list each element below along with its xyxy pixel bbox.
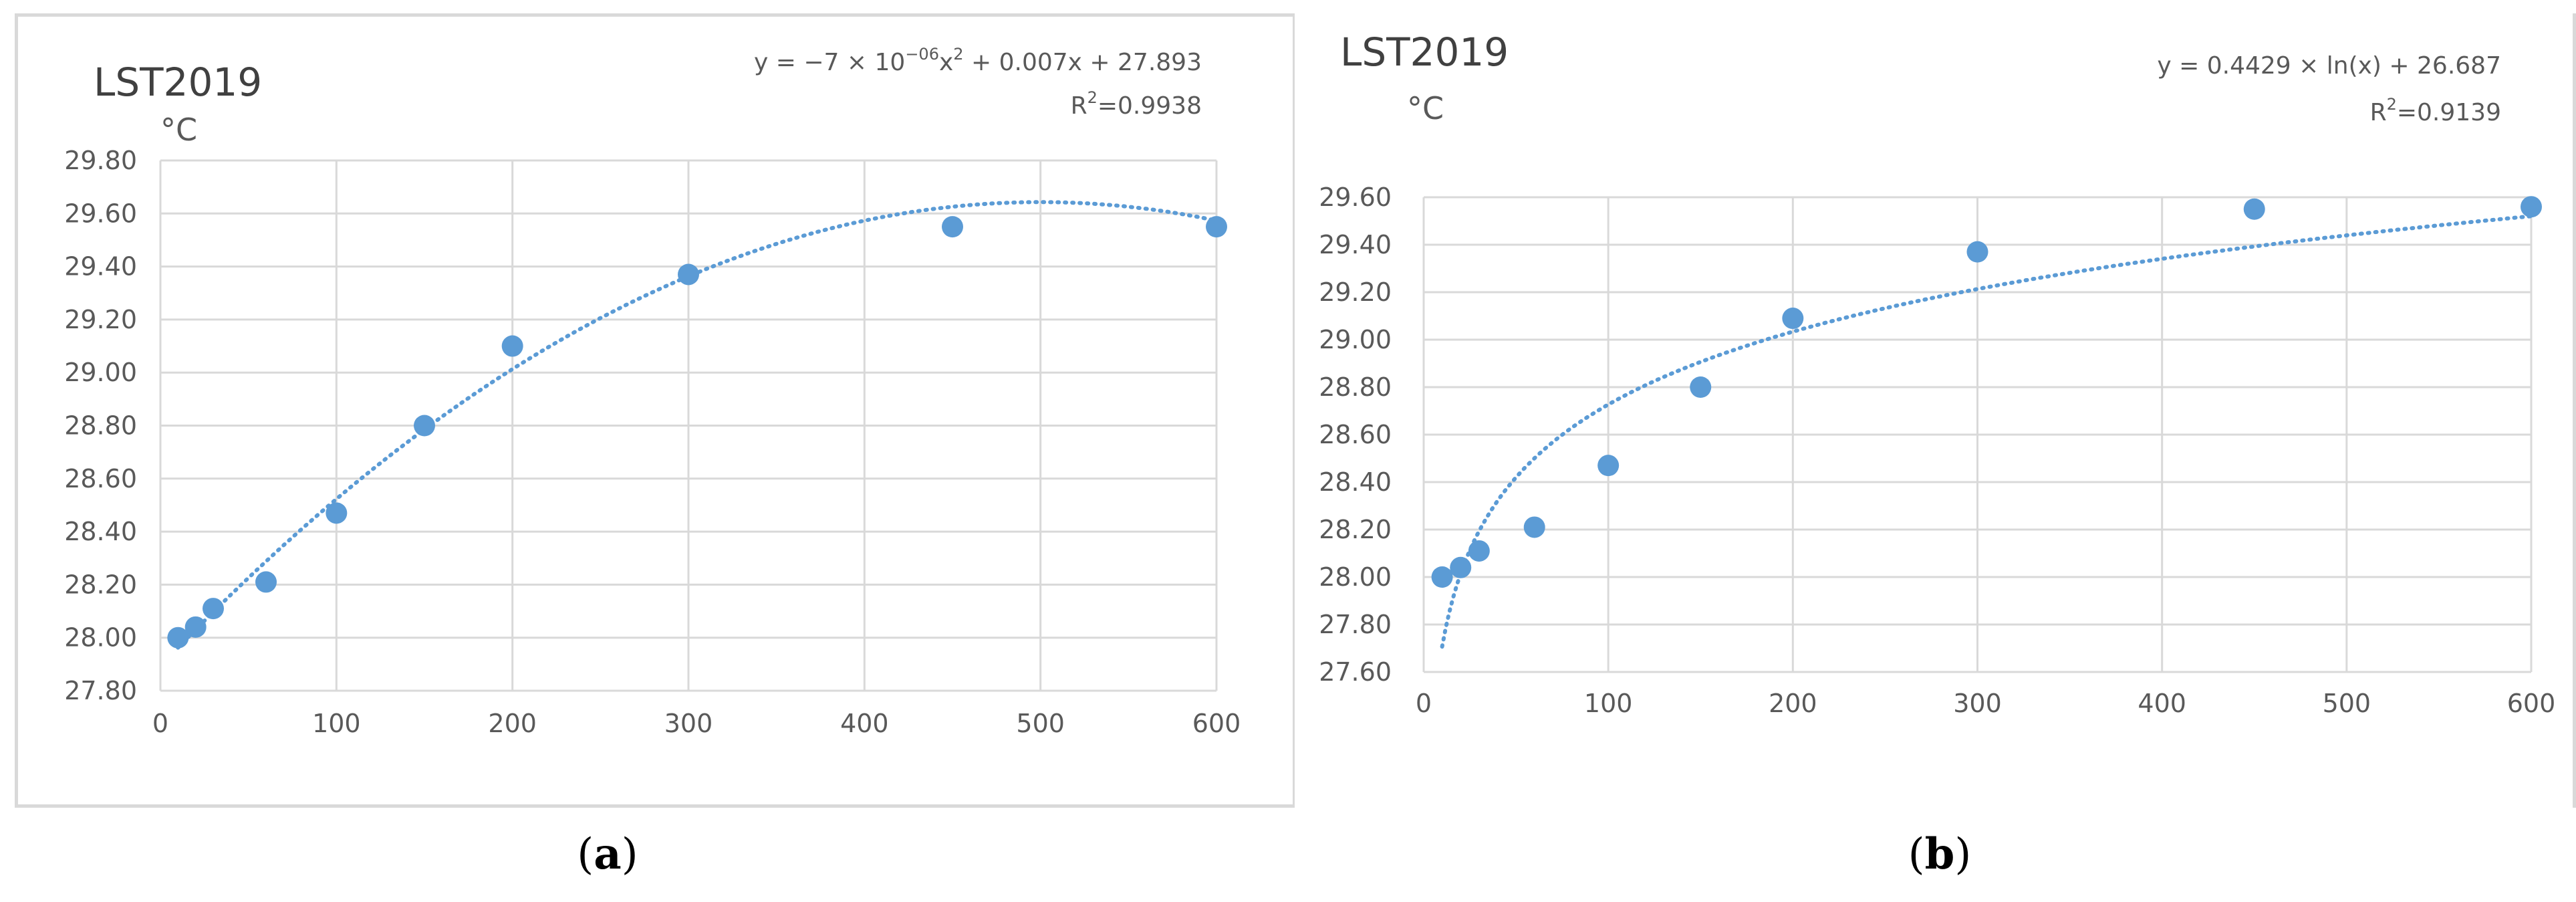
y-tick-label: 29.00 <box>64 358 137 387</box>
chart-panel-a <box>15 13 1296 808</box>
data-point <box>1523 516 1545 538</box>
data-point <box>167 627 189 649</box>
equation-part: y = −7 × 10 <box>754 49 905 76</box>
y-tick-label: 27.80 <box>1319 610 1392 639</box>
y-tick-label: 28.40 <box>64 517 137 546</box>
x-tick-label: 600 <box>2507 689 2556 718</box>
x-tick-label: 600 <box>1192 709 1241 738</box>
data-point <box>1690 376 1712 398</box>
y-tick-label: 28.00 <box>64 623 137 653</box>
data-point <box>1597 455 1620 477</box>
x-tick-label: 200 <box>488 709 537 738</box>
y-tick-label: 28.00 <box>1319 562 1392 592</box>
y-tick-label: 28.80 <box>1319 372 1392 402</box>
r-squared-value: =0.9938 <box>1098 92 1202 120</box>
y-tick-label: 27.80 <box>64 676 137 705</box>
r-squared: R2=0.9938 <box>1071 88 1202 120</box>
trendline <box>1440 214 2533 649</box>
data-point <box>1450 556 1472 578</box>
y-axis-unit: °C <box>1407 90 1444 126</box>
chart-title: LST2019 <box>94 60 262 105</box>
equation-part: y = 0.4429 × ln(x) + 26.687 <box>2157 52 2501 80</box>
y-tick-label: 28.60 <box>1319 420 1392 449</box>
data-point <box>1431 566 1453 588</box>
y-axis-unit: °C <box>160 112 197 148</box>
data-point <box>942 216 963 238</box>
data-point <box>203 598 224 620</box>
r-squared-value: =0.9139 <box>2397 99 2501 126</box>
data-point <box>326 502 348 524</box>
y-tick-label: 29.00 <box>1319 325 1392 354</box>
x-tick-label: 200 <box>1769 689 1817 718</box>
r-squared-exponent: 2 <box>1087 88 1098 107</box>
x-tick-label: 100 <box>1584 689 1633 718</box>
x-tick-label: 500 <box>2323 689 2371 718</box>
data-point <box>2521 196 2542 218</box>
x-tick-label: 400 <box>840 709 889 738</box>
chart-a-svg: LST2019 °C 27.80 28.00 28.20 28.40 28.60 28.80 2… <box>64 45 1241 738</box>
caption-b: (b) <box>1908 829 1972 879</box>
r-squared-label: R <box>2370 99 2387 126</box>
y-tick-label: 29.80 <box>64 146 137 175</box>
caption-a-letter: a <box>594 829 622 879</box>
x-tick-label: 0 <box>1416 689 1432 718</box>
data-point <box>1468 540 1490 562</box>
y-tick-label: 27.60 <box>1319 657 1392 687</box>
data-point <box>1782 308 1804 330</box>
chart-title: LST2019 <box>1340 29 1509 75</box>
data-point <box>501 335 523 357</box>
y-tick-label: 28.20 <box>1319 515 1392 544</box>
y-tick-label: 29.40 <box>64 252 137 281</box>
y-tick-label: 29.20 <box>1319 277 1392 307</box>
caption-b-letter: b <box>1924 829 1955 879</box>
y-tick-label: 29.60 <box>1319 183 1392 212</box>
y-tick-label: 28.20 <box>64 570 137 599</box>
data-point <box>1966 241 1988 263</box>
data-point <box>2243 198 2265 220</box>
x-tick-label: 100 <box>312 709 361 738</box>
equation-part: + 0.007x + 27.893 <box>964 49 1202 76</box>
data-point <box>184 616 207 638</box>
data-point <box>1206 216 1227 238</box>
chart-panel-b <box>1295 13 2576 808</box>
y-tick-label: 28.80 <box>64 411 137 441</box>
equation-part: x <box>939 49 953 76</box>
r-squared: R2=0.9139 <box>2370 95 2501 126</box>
x-tick-label: 500 <box>1016 709 1065 738</box>
y-tick-label: 29.60 <box>64 199 137 228</box>
r-squared-label: R <box>1071 92 1087 120</box>
data-point <box>255 571 277 593</box>
chart-b-svg: LST2019 °C 27.60 27.80 28.00 28.20 28.40 28.60 2… <box>1319 29 2556 718</box>
trendline <box>176 200 1218 650</box>
r-squared-exponent: 2 <box>2387 95 2397 114</box>
equation-exponent: 2 <box>953 45 963 64</box>
y-tick-label: 28.60 <box>64 464 137 493</box>
data-point <box>414 415 435 437</box>
x-tick-label: 0 <box>152 709 168 738</box>
caption-a: (a) <box>577 829 638 879</box>
trendline-equation: y = −7 × 10−06x2 + 0.007x + 27.893 <box>754 45 1202 76</box>
x-tick-label: 300 <box>664 709 713 738</box>
x-tick-label: 300 <box>1953 689 2002 718</box>
trendline-equation: y = 0.4429 × ln(x) + 26.687 <box>2157 52 2501 80</box>
y-tick-label: 29.20 <box>64 305 137 334</box>
x-tick-label: 400 <box>2138 689 2186 718</box>
data-point <box>678 263 699 286</box>
y-tick-label: 28.40 <box>1319 467 1392 497</box>
equation-exponent: −06 <box>905 45 939 64</box>
y-tick-label: 29.40 <box>1319 230 1392 259</box>
